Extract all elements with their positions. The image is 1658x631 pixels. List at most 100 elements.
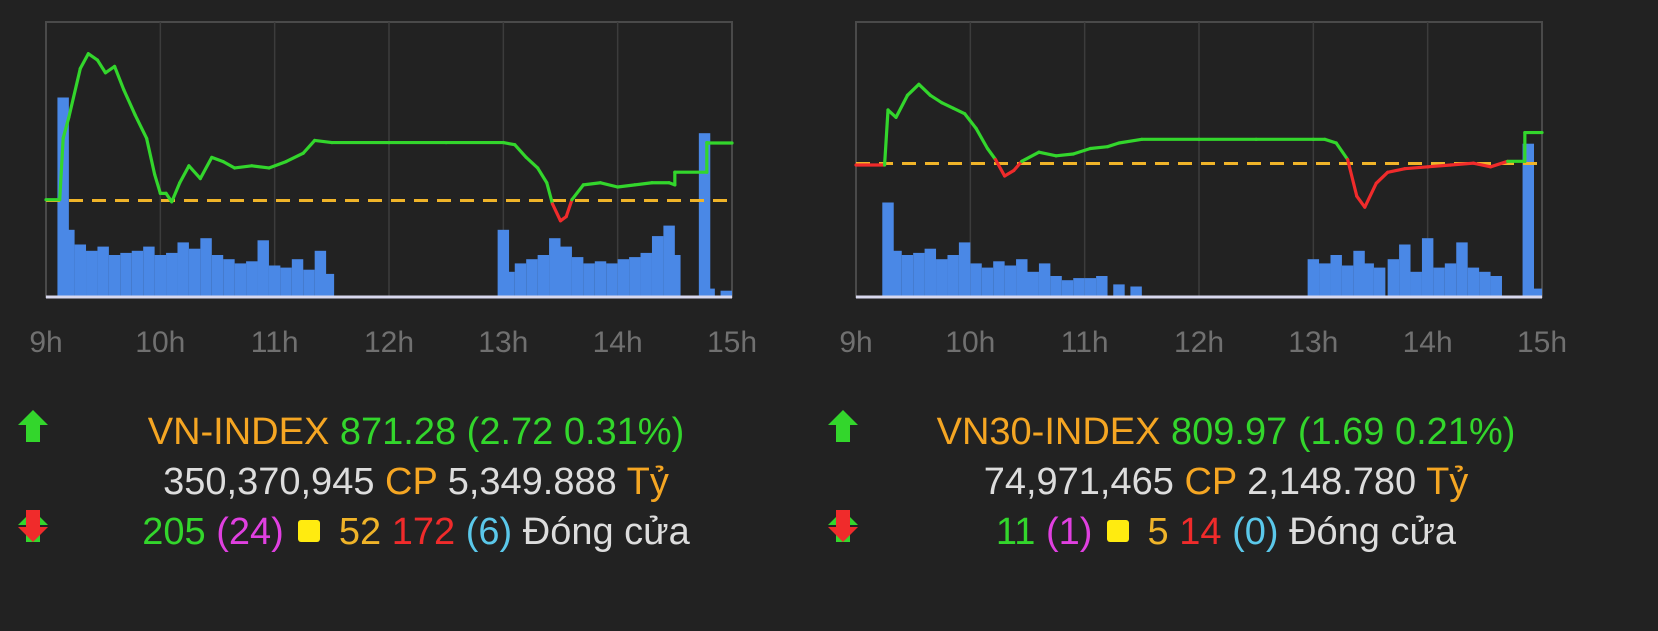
price-segment [882, 108, 890, 167]
price-segment [133, 113, 149, 140]
volume-bar [257, 240, 269, 297]
price-segment [267, 160, 288, 170]
volume-bar [1467, 267, 1480, 297]
ceiling-count: (24) [216, 511, 284, 553]
price-segment [170, 181, 182, 204]
index-name: VN-INDEX [147, 411, 330, 453]
price-segment [1323, 137, 1338, 145]
price-segment [1488, 159, 1510, 169]
x-tick-label: 14h [593, 326, 643, 359]
volume-bar [1341, 265, 1354, 297]
volume-bar [74, 244, 87, 297]
price-segment [178, 164, 191, 185]
volume-bar [537, 255, 550, 297]
volume-bar [303, 269, 315, 297]
arrow-up-icon [18, 410, 48, 442]
volume-bar [120, 252, 132, 297]
vn-index-panel: 9h 10h 11h 12h 13h 14h 15h VN-INDEX 871.28 (2.… [16, 0, 816, 631]
volume-bar [1061, 280, 1074, 297]
volume-bar [514, 263, 527, 297]
volume-bar [1130, 286, 1142, 297]
volume-bar [166, 252, 178, 297]
volume-bar [1433, 267, 1445, 297]
volume-bar [1307, 259, 1320, 297]
volume-bar [571, 257, 584, 297]
volume-bar [1073, 278, 1085, 297]
volume-bar [200, 238, 212, 297]
volume-bar [154, 255, 167, 297]
volume-bar [640, 252, 652, 297]
ty-unit: Tỷ [626, 461, 669, 503]
price-segment [145, 136, 157, 176]
volume-bar [223, 259, 235, 297]
price-segment [917, 82, 932, 97]
price-segment [221, 160, 237, 170]
volume-row: 74,971,465 CP 2,148.780 Tỷ [826, 458, 1626, 506]
volume-bar [583, 263, 595, 297]
declines-count: 172 [391, 511, 456, 553]
x-tick-label: 12h [1174, 326, 1224, 359]
volume-bar [629, 257, 641, 297]
price-segment [1426, 163, 1453, 169]
price-segment [940, 101, 955, 110]
volume-bar [924, 248, 937, 297]
volume-bar [497, 229, 510, 297]
turnover-value: 2,148.780 [1247, 461, 1417, 503]
arrow-down-icon [828, 510, 858, 542]
volume-bar [1490, 276, 1502, 297]
advances-count: 11 [995, 511, 1036, 553]
x-tick-label: 12h [364, 326, 414, 359]
price-segment [894, 93, 910, 119]
x-tick-label: 13h [478, 326, 528, 359]
price-segment [1403, 165, 1430, 171]
price-segment [187, 164, 202, 181]
unchanged-count: 52 [338, 511, 382, 553]
price-segment [1448, 161, 1476, 167]
vn30-index-panel: 9h 10h 11h 12h 13h 14h 15h VN30-INDEX 809.97 (… [826, 0, 1626, 631]
unchanged-square-icon [298, 520, 321, 542]
volume-bar [1319, 263, 1331, 297]
x-tick-label: 11h [1061, 326, 1109, 359]
volume-bar [1084, 278, 1097, 297]
arrow-down-icon [18, 510, 48, 542]
price-segment [905, 82, 921, 97]
price-segment [1054, 152, 1075, 158]
volume-bar [901, 255, 914, 297]
price-segment [1037, 150, 1058, 158]
volume-value: 350,370,945 [163, 461, 375, 503]
volume-bar [703, 288, 715, 297]
volume-bar [1522, 143, 1534, 297]
price-segment [1003, 168, 1016, 178]
volume-value: 74,971,465 [983, 461, 1174, 503]
volume-bar [1456, 242, 1468, 297]
price-segment [951, 106, 967, 116]
volume-bar [890, 250, 902, 297]
volume-bar [698, 133, 711, 297]
session-status: Đóng cửa [522, 511, 690, 553]
volume-bar [1004, 265, 1017, 297]
index-value: 809.97 [1171, 411, 1288, 453]
price-segment [112, 64, 126, 92]
price-segment [1471, 161, 1493, 169]
volume-bar [97, 246, 109, 297]
price-segment [1346, 157, 1359, 198]
volume-bar [1421, 238, 1434, 297]
volume-bar [1096, 276, 1108, 297]
index-headline: VN-INDEX 871.28 (2.72 0.31%) [16, 408, 816, 456]
x-tick-label: 15h [707, 326, 757, 359]
turnover-value: 5,349.888 [447, 461, 617, 503]
volume-bar [1362, 263, 1374, 297]
ty-unit: Tỷ [1426, 461, 1469, 503]
volume-bar [108, 255, 121, 297]
price-segment [153, 172, 162, 195]
price-segment [963, 112, 978, 130]
volume-bar [913, 252, 925, 297]
price-segment [210, 155, 225, 164]
volume-bar [143, 246, 155, 297]
price-segment [284, 151, 305, 164]
volume-bar [291, 259, 304, 297]
x-tick-label: 14h [1403, 326, 1453, 359]
cp-unit: CP [1184, 461, 1237, 503]
volume-bar [314, 250, 327, 297]
vn30-index-chart: 9h 10h 11h 12h 13h 14h 15h [839, 21, 1567, 359]
